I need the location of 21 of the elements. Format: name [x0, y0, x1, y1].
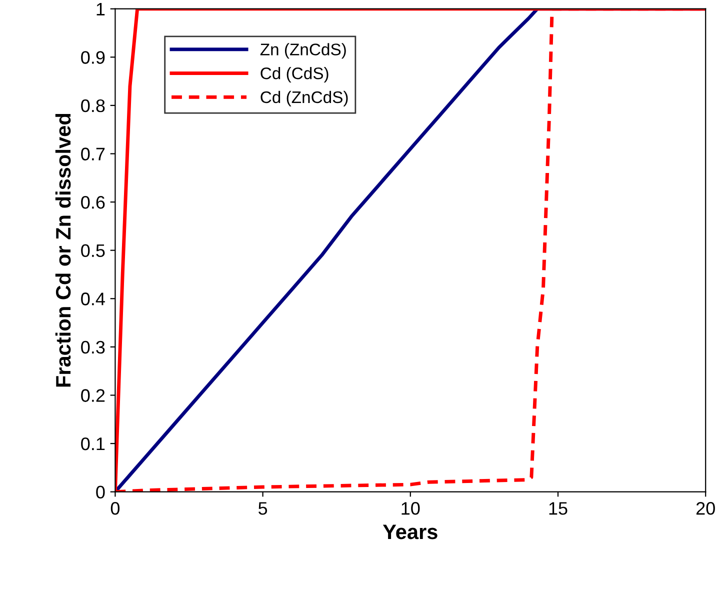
y-tick-label: 0.5: [81, 244, 105, 258]
y-tick-label: 0.6: [81, 196, 105, 209]
y-axis-title: Fraction Cd or Zn dissolved: [55, 114, 71, 387]
y-tick-label: 0.3: [81, 340, 105, 354]
legend-label: Cd (ZnCdS): [260, 90, 348, 106]
y-tick-label: 0.1: [81, 437, 105, 450]
y-tick-label: 0.7: [81, 148, 105, 160]
x-axis-title: Years: [382, 524, 438, 540]
x-tick-label: 15: [549, 502, 568, 515]
y-tick-label: 0.9: [81, 51, 105, 64]
legend-label: Zn (ZnCdS): [260, 43, 346, 59]
x-tick-label: 0: [110, 502, 120, 515]
x-tick-label: 5: [258, 502, 268, 515]
y-tick-label: 1: [96, 2, 105, 16]
y-tick-label: 0: [96, 486, 105, 499]
x-tick-label: 10: [402, 502, 420, 515]
y-tick-label: 0.2: [81, 389, 105, 402]
legend-label: Cd (CdS): [260, 67, 328, 83]
y-tick-label: 0.8: [81, 99, 105, 112]
x-tick-label: 20: [696, 502, 715, 515]
y-tick-label: 0.4: [81, 292, 105, 306]
